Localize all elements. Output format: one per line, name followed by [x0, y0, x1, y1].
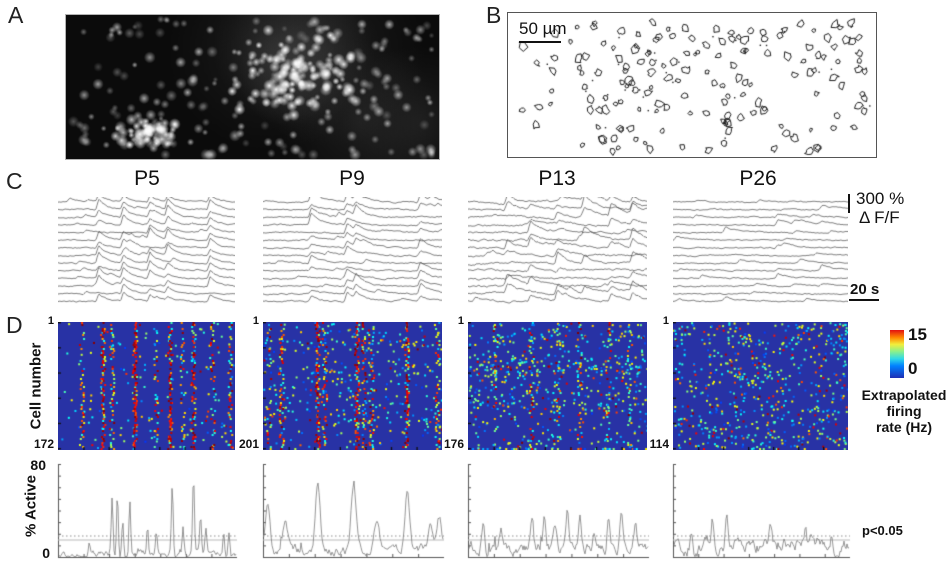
dfof-scale-unit: Δ F/F	[859, 208, 900, 227]
heatmap-top-label: 1	[457, 315, 464, 327]
active-ymin-label: 0	[42, 545, 50, 561]
dfof-scale-bar	[848, 194, 850, 213]
colorbar-title-line2: firing	[886, 403, 922, 419]
cell-count-label-p9: 201	[238, 437, 259, 451]
heatmap-top-label: 1	[662, 315, 669, 327]
colorbar	[890, 330, 904, 378]
cell-number-axis-label: Cell number	[27, 342, 45, 430]
traces-p5	[58, 197, 235, 309]
heatmap-p9	[263, 322, 442, 450]
panel-d-label: D	[6, 312, 23, 338]
age-title-p13: P13	[538, 167, 576, 190]
cell-count-label-p5: 172	[33, 437, 54, 451]
colorbar-title-line1: Extrapolated	[861, 387, 947, 403]
active-plot-p13	[466, 458, 651, 562]
heatmap-top-label: 1	[47, 315, 54, 327]
panel-b-cell-outline-map: 50 µm	[507, 12, 877, 158]
scale-bar-line	[519, 41, 561, 43]
heatmap-p13	[468, 322, 647, 450]
time-scale-bar	[849, 299, 879, 301]
heatmap-p5	[58, 322, 235, 450]
significance-label: p<0.05	[862, 523, 903, 538]
age-title-p9: P9	[339, 167, 365, 190]
active-plot-p5	[56, 458, 239, 562]
colorbar-min-label: 0	[908, 359, 918, 378]
time-scale-label: 20 s	[850, 281, 880, 298]
active-axis-label: % Active	[22, 475, 40, 537]
traces-p13	[468, 197, 647, 309]
active-plot-p26	[671, 458, 852, 562]
age-title-p5: P5	[134, 167, 160, 190]
cell-outlines-canvas	[508, 13, 876, 157]
colorbar-max-label: 15	[908, 325, 927, 344]
active-plot-p9	[261, 458, 446, 562]
traces-p26	[673, 197, 848, 309]
colorbar-title-line3: rate (Hz)	[875, 419, 933, 435]
dfof-scale-value: 300 %	[856, 189, 905, 208]
panel-b-label: B	[486, 2, 502, 28]
panel-c-label: C	[6, 168, 23, 194]
panel-a-microscopy-image	[65, 14, 440, 160]
cell-count-label-p26: 114	[649, 437, 669, 451]
heatmap-p26	[673, 322, 848, 450]
panel-a-label: A	[8, 2, 24, 28]
scale-bar-label: 50 µm	[519, 19, 567, 38]
heatmap-top-label: 1	[252, 315, 259, 327]
active-ymax-label: 80	[30, 457, 46, 473]
age-title-p26: P26	[739, 167, 777, 190]
traces-p9	[263, 197, 442, 309]
cell-count-label-p13: 176	[443, 437, 464, 451]
